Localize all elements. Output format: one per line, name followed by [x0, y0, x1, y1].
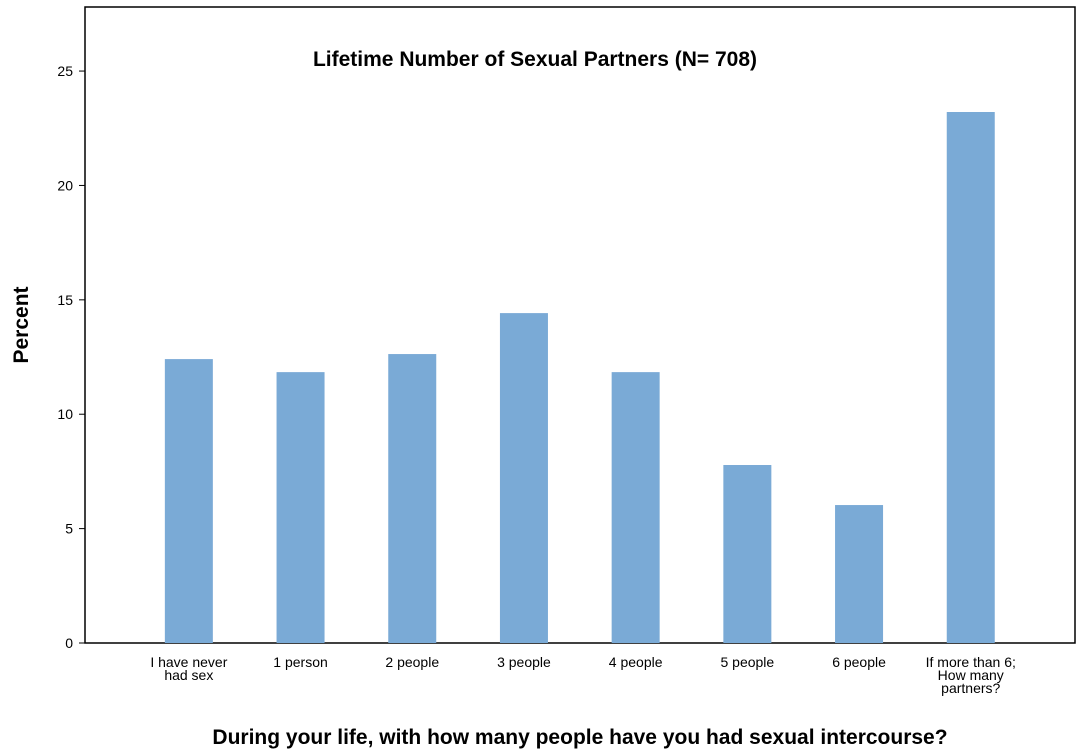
- x-tick-label: 1 person: [273, 654, 328, 670]
- x-tick-label: 3 people: [497, 654, 551, 670]
- chart-title: Lifetime Number of Sexual Partners (N= 7…: [313, 48, 757, 71]
- bar: [835, 505, 884, 643]
- y-tick-label: 10: [57, 406, 73, 422]
- x-tick-label: 6 people: [832, 654, 886, 670]
- bar: [276, 372, 325, 643]
- bar: [611, 372, 660, 643]
- y-tick-label: 5: [65, 521, 73, 537]
- y-tick-label: 20: [57, 177, 73, 193]
- bar: [499, 313, 548, 643]
- bar: [388, 354, 437, 643]
- y-tick-label: 25: [57, 63, 73, 79]
- x-axis-title: During your life, with how many people h…: [212, 726, 947, 749]
- x-tick-label: 4 people: [608, 654, 663, 670]
- y-tick-label: 15: [57, 292, 73, 308]
- bar: [946, 112, 995, 643]
- x-tick-label: 5 people: [720, 654, 775, 670]
- bar: [723, 465, 772, 643]
- y-tick-label: 0: [65, 635, 73, 651]
- y-axis-title: Percent: [10, 286, 33, 363]
- x-tick-label: 2 people: [385, 654, 440, 670]
- x-tick-label: I have never had sex: [150, 654, 228, 683]
- x-tick-label: If more than 6; How many partners?: [925, 654, 1016, 696]
- bar: [164, 359, 213, 643]
- plot-frame: [84, 6, 1076, 644]
